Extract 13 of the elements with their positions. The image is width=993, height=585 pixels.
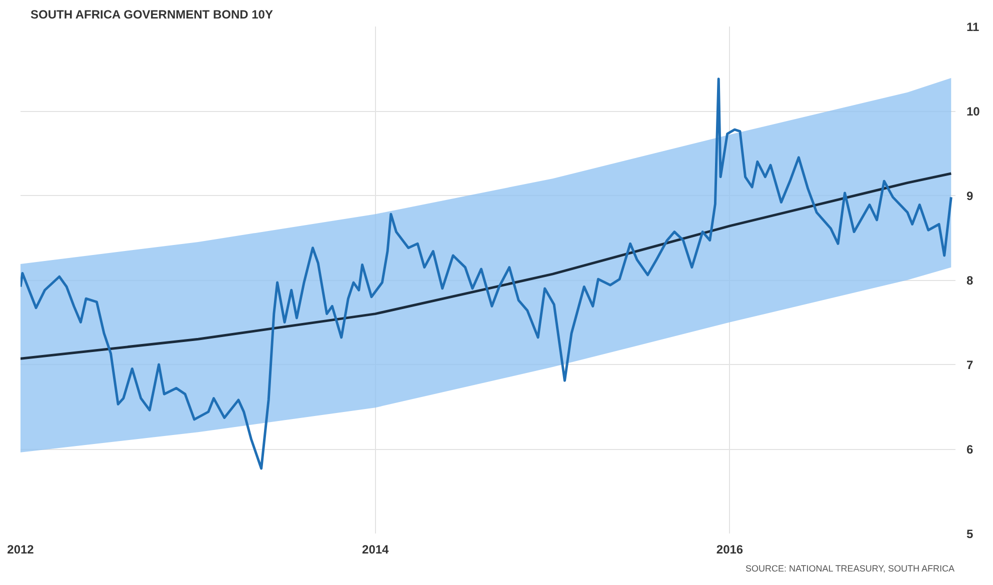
y-tick-label: 7 [966, 358, 974, 372]
y-tick-label: 8 [966, 274, 974, 288]
y-tick-label: 10 [966, 104, 980, 118]
x-tick-label: 2012 [7, 542, 34, 556]
y-tick-label: 9 [966, 189, 974, 203]
y-tick-label: 6 [966, 442, 974, 456]
y-tick-label: 5 [966, 527, 974, 541]
x-tick-label: 2016 [716, 542, 744, 556]
chart-title: SOUTH AFRICA GOVERNMENT BOND 10Y [30, 8, 273, 22]
line-series [20, 172, 952, 360]
source-note: SOURCE: NATIONAL TREASURY, SOUTH AFRICA [745, 564, 955, 574]
y-tick-label: 11 [966, 20, 980, 34]
x-tick-label: 2014 [362, 542, 390, 556]
